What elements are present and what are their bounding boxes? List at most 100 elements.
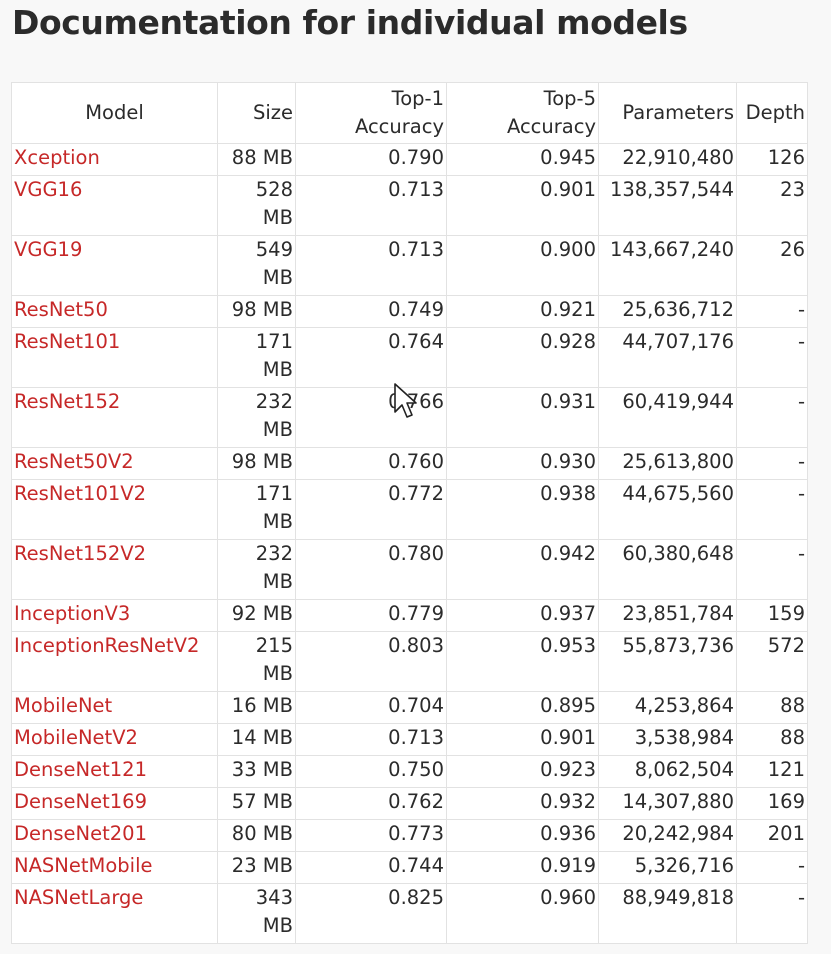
models-table: Model Size Top-1 Accuracy Top-5 Accuracy… [11, 82, 808, 944]
model-link[interactable]: InceptionResNetV2 [14, 634, 200, 657]
params-cell: 5,326,716 [598, 851, 737, 884]
top1-cell: 0.713 [295, 723, 447, 756]
params-cell: 143,667,240 [598, 235, 737, 296]
table-row: ResNet152 232 MB 0.766 0.931 60,419,944 … [11, 387, 808, 448]
model-link[interactable]: ResNet152 [14, 390, 121, 413]
size-cell: 98 MB [217, 447, 296, 480]
model-link[interactable]: ResNet50V2 [14, 450, 134, 473]
depth-cell: - [736, 883, 808, 944]
model-link[interactable]: VGG19 [14, 238, 83, 261]
params-cell: 60,419,944 [598, 387, 737, 448]
model-link[interactable]: NASNetMobile [14, 854, 153, 877]
model-link[interactable]: Xception [14, 146, 100, 169]
params-cell: 60,380,648 [598, 539, 737, 600]
model-link[interactable]: ResNet101 [14, 330, 121, 353]
size-cell: 33 MB [217, 755, 296, 788]
table-row: InceptionV3 92 MB 0.779 0.937 23,851,784… [11, 599, 808, 632]
model-link[interactable]: MobileNetV2 [14, 726, 138, 749]
table-row: InceptionResNetV2 215 MB 0.803 0.953 55,… [11, 631, 808, 692]
top5-cell: 0.942 [446, 539, 599, 600]
model-link[interactable]: ResNet152V2 [14, 542, 147, 565]
top5-cell: 0.919 [446, 851, 599, 884]
model-link[interactable]: DenseNet121 [14, 758, 147, 781]
top5-cell: 0.900 [446, 235, 599, 296]
model-cell: Xception [11, 143, 218, 176]
depth-cell: 88 [736, 691, 808, 724]
top5-cell: 0.937 [446, 599, 599, 632]
depth-cell: - [736, 851, 808, 884]
top5-cell: 0.895 [446, 691, 599, 724]
model-cell: InceptionResNetV2 [11, 631, 218, 692]
model-link[interactable]: InceptionV3 [14, 602, 131, 625]
model-link[interactable]: NASNetLarge [14, 886, 144, 909]
params-cell: 55,873,736 [598, 631, 737, 692]
model-cell: ResNet152V2 [11, 539, 218, 600]
model-cell: DenseNet201 [11, 819, 218, 852]
top5-cell: 0.923 [446, 755, 599, 788]
table-row: MobileNet 16 MB 0.704 0.895 4,253,864 88 [11, 691, 808, 724]
top5-cell: 0.936 [446, 819, 599, 852]
model-link[interactable]: MobileNet [14, 694, 113, 717]
column-header-top1-line1: Top-1 [391, 87, 444, 110]
depth-cell: - [736, 387, 808, 448]
params-cell: 88,949,818 [598, 883, 737, 944]
top1-cell: 0.744 [295, 851, 447, 884]
top5-cell: 0.960 [446, 883, 599, 944]
table-row: ResNet50 98 MB 0.749 0.921 25,636,712 - [11, 295, 808, 328]
top5-cell: 0.953 [446, 631, 599, 692]
top5-cell: 0.931 [446, 387, 599, 448]
params-cell: 138,357,544 [598, 175, 737, 236]
size-cell: 549 MB [217, 235, 296, 296]
top1-cell: 0.762 [295, 787, 447, 820]
depth-cell: - [736, 295, 808, 328]
table-row: DenseNet121 33 MB 0.750 0.923 8,062,504 … [11, 755, 808, 788]
params-cell: 14,307,880 [598, 787, 737, 820]
size-cell: 16 MB [217, 691, 296, 724]
params-cell: 25,613,800 [598, 447, 737, 480]
depth-cell: 121 [736, 755, 808, 788]
model-link[interactable]: DenseNet169 [14, 790, 147, 813]
column-header-top1: Top-1 Accuracy [295, 82, 447, 144]
top5-cell: 0.921 [446, 295, 599, 328]
table-row: NASNetMobile 23 MB 0.744 0.919 5,326,716… [11, 851, 808, 884]
page-title: Documentation for individual models [12, 3, 688, 42]
depth-cell: 26 [736, 235, 808, 296]
model-cell: ResNet152 [11, 387, 218, 448]
top1-cell: 0.713 [295, 175, 447, 236]
top5-cell: 0.901 [446, 723, 599, 756]
table-header-row: Model Size Top-1 Accuracy Top-5 Accuracy… [11, 82, 808, 144]
model-cell: ResNet50V2 [11, 447, 218, 480]
size-cell: 80 MB [217, 819, 296, 852]
top1-cell: 0.773 [295, 819, 447, 852]
column-header-parameters: Parameters [598, 82, 737, 144]
params-cell: 44,675,560 [598, 479, 737, 540]
model-cell: VGG19 [11, 235, 218, 296]
column-header-top5-line1: Top-5 [543, 87, 596, 110]
model-cell: MobileNetV2 [11, 723, 218, 756]
top5-cell: 0.938 [446, 479, 599, 540]
model-link[interactable]: DenseNet201 [14, 822, 147, 845]
model-link[interactable]: ResNet101V2 [14, 482, 147, 505]
model-link[interactable]: ResNet50 [14, 298, 108, 321]
size-cell: 171 MB [217, 479, 296, 540]
table-row: ResNet50V2 98 MB 0.760 0.930 25,613,800 … [11, 447, 808, 480]
model-link[interactable]: VGG16 [14, 178, 83, 201]
table-row: ResNet152V2 232 MB 0.780 0.942 60,380,64… [11, 539, 808, 600]
size-cell: 171 MB [217, 327, 296, 388]
params-cell: 4,253,864 [598, 691, 737, 724]
params-cell: 8,062,504 [598, 755, 737, 788]
depth-cell: - [736, 447, 808, 480]
top1-cell: 0.780 [295, 539, 447, 600]
top5-cell: 0.928 [446, 327, 599, 388]
model-cell: DenseNet121 [11, 755, 218, 788]
depth-cell: - [736, 327, 808, 388]
top5-cell: 0.945 [446, 143, 599, 176]
column-header-top5: Top-5 Accuracy [446, 82, 599, 144]
depth-cell: - [736, 539, 808, 600]
top5-cell: 0.932 [446, 787, 599, 820]
top1-cell: 0.704 [295, 691, 447, 724]
params-cell: 3,538,984 [598, 723, 737, 756]
size-cell: 232 MB [217, 539, 296, 600]
depth-cell: 126 [736, 143, 808, 176]
column-header-size: Size [217, 82, 296, 144]
